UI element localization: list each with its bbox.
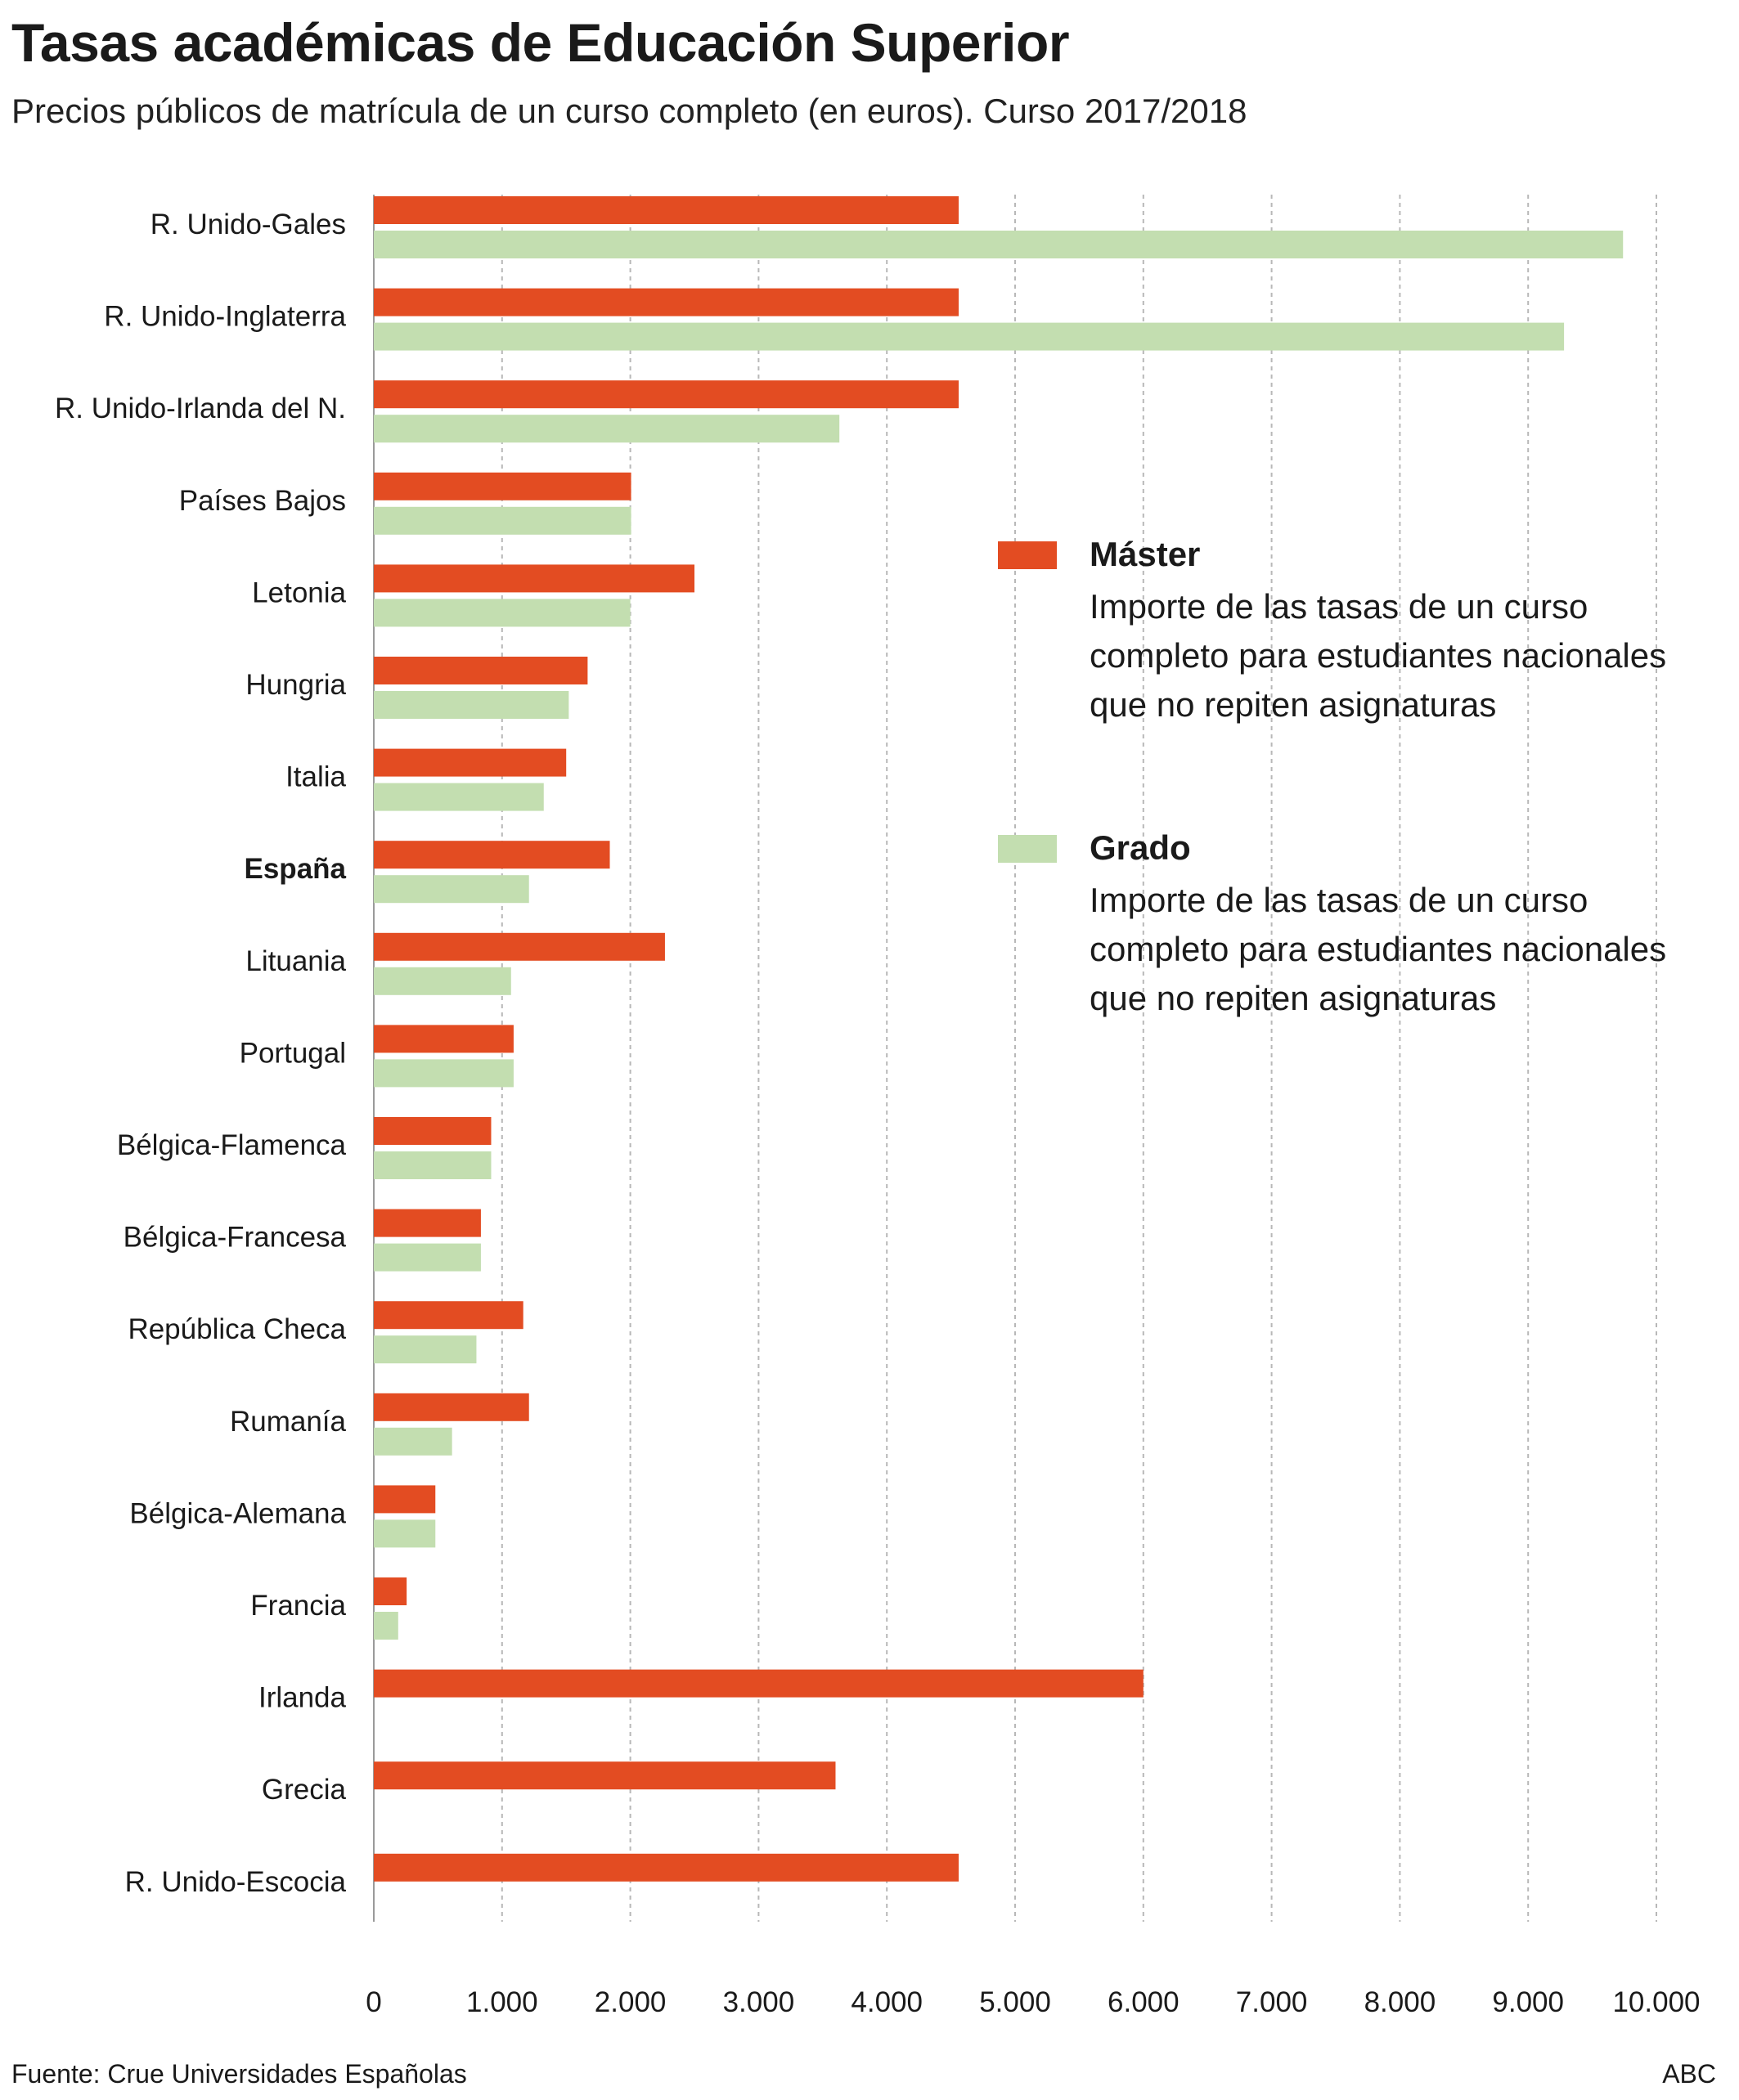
bar-grado <box>374 875 529 904</box>
category-label: Italia <box>285 761 346 793</box>
bar-master <box>374 748 567 777</box>
bar-master <box>374 1117 492 1145</box>
bar-master <box>374 564 694 593</box>
bar-master <box>374 1209 481 1237</box>
category-label: Países Bajos <box>179 485 346 517</box>
x-tick-label: 10.000 <box>1612 1986 1700 2018</box>
x-tick-label: 5.000 <box>979 1986 1051 2018</box>
x-tick-label: 4.000 <box>851 1986 923 2018</box>
category-label: República Checa <box>128 1313 346 1345</box>
category-label: Bélgica-Francesa <box>124 1222 347 1254</box>
category-label: Irlanda <box>258 1682 347 1714</box>
credit-note: ABC <box>1662 2059 1716 2089</box>
x-tick-label: 9.000 <box>1492 1986 1564 2018</box>
bars <box>374 196 1624 1882</box>
bar-master <box>374 1577 407 1605</box>
bar-grado <box>374 1612 398 1640</box>
x-tick-label: 0 <box>366 1986 381 2018</box>
chart-subtitle: Precios públicos de matrícula de un curs… <box>11 92 1247 130</box>
legend-master-description: Importe de las tasas de un curso complet… <box>1090 587 1667 724</box>
bar-master <box>374 841 610 869</box>
bar-master <box>374 472 631 500</box>
category-label: España <box>245 853 347 885</box>
x-tick-label: 2.000 <box>595 1986 667 2018</box>
category-label: Portugal <box>240 1037 346 1069</box>
bar-grado <box>374 1243 481 1272</box>
bar-grado <box>374 1335 477 1364</box>
category-label: R. Unido-Gales <box>151 209 346 240</box>
bar-master <box>374 1485 436 1514</box>
bar-master <box>374 932 665 961</box>
legend-grado-description: Importe de las tasas de un curso complet… <box>1090 881 1667 1017</box>
x-tick-label: 1.000 <box>466 1986 538 2018</box>
bar-master <box>374 1025 514 1053</box>
bar-master <box>374 288 959 316</box>
bar-grado <box>374 1059 514 1088</box>
bar-master <box>374 1669 1144 1698</box>
bar-grado <box>374 1427 452 1456</box>
bar-grado <box>374 415 840 443</box>
bar-grado <box>374 599 631 627</box>
grid-lines <box>373 195 1657 1922</box>
source-note: Fuente: Crue Universidades Españolas <box>11 2059 467 2089</box>
category-label: R. Unido-Inglaterra <box>104 301 346 333</box>
bar-master <box>374 1301 523 1330</box>
bar-master <box>374 1393 529 1421</box>
x-tick-label: 8.000 <box>1364 1986 1436 2018</box>
x-axis-ticks: 0 1.000 2.000 3.000 4.000 5.000 6.000 7.000 8.00… <box>366 1986 1700 2018</box>
category-label: Lituania <box>245 945 346 977</box>
x-tick-label: 7.000 <box>1236 1986 1308 2018</box>
bar-grado <box>374 1519 436 1548</box>
category-label: Grecia <box>262 1774 347 1806</box>
category-labels: R. Unido-Gales R. Unido-Inglaterra R. Unid… <box>55 209 347 1898</box>
category-label: Bélgica-Alemana <box>129 1497 346 1529</box>
category-label: Rumanía <box>230 1406 347 1438</box>
bar-grado <box>374 1151 492 1179</box>
bar-grado <box>374 783 544 811</box>
x-tick-label: 3.000 <box>723 1986 795 2018</box>
chart-title: Tasas académicas de Educación Superior <box>11 12 1070 73</box>
legend-master-name: Máster <box>1090 535 1201 573</box>
category-label: Bélgica-Flamenca <box>117 1129 347 1161</box>
bar-grado <box>374 231 1624 258</box>
category-label: R. Unido-Escocia <box>125 1866 347 1898</box>
bar-master <box>374 1761 836 1790</box>
x-tick-label: 6.000 <box>1108 1986 1180 2018</box>
legend-grado-name: Grado <box>1090 828 1191 867</box>
category-label: Hungria <box>245 669 346 701</box>
legend-grado-swatch <box>998 835 1057 863</box>
bar-grado <box>374 506 631 535</box>
legend-master-swatch <box>998 541 1057 569</box>
bar-master <box>374 380 959 409</box>
bar-grado <box>374 967 511 995</box>
bar-master <box>374 657 588 684</box>
category-label: Letonia <box>252 577 346 608</box>
category-label: R. Unido-Irlanda del N. <box>55 393 346 424</box>
bar-grado <box>374 322 1565 351</box>
category-label: Francia <box>250 1590 346 1622</box>
bar-grado <box>374 691 569 719</box>
bar-master <box>374 1853 959 1882</box>
bar-master <box>374 196 959 224</box>
